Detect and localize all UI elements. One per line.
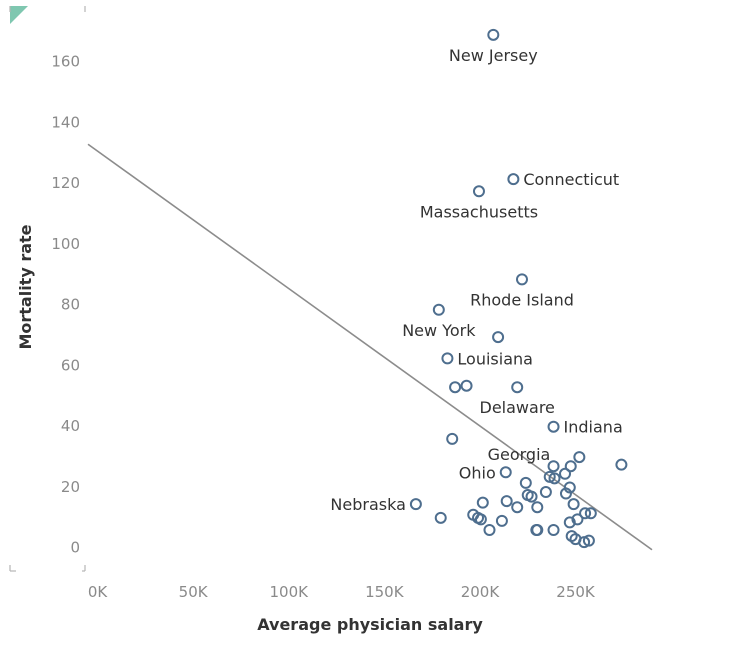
data-point — [548, 472, 561, 485]
point-label: Georgia — [488, 445, 551, 464]
data-point — [492, 331, 505, 344]
point-label: Nebraska — [330, 495, 405, 514]
data-point — [511, 381, 524, 394]
y-tick-label: 80 — [61, 296, 80, 314]
data-point — [547, 420, 560, 433]
data-point — [474, 513, 487, 526]
x-tick-label: 150K — [365, 583, 405, 601]
data-point — [507, 173, 520, 186]
y-tick-label: 60 — [61, 356, 80, 374]
y-tick-label: 0 — [70, 539, 80, 557]
data-point — [409, 498, 422, 511]
data-point — [559, 487, 572, 500]
data-point — [531, 523, 544, 536]
point-label: Ohio — [459, 463, 496, 482]
point-label: Rhode Island — [470, 290, 574, 309]
data-point — [519, 476, 532, 489]
data-point — [547, 523, 560, 536]
corner-marker-icon — [10, 6, 28, 24]
data-point — [476, 496, 489, 509]
point-label: Delaware — [480, 398, 555, 417]
point-label: Indiana — [564, 418, 623, 437]
y-tick-label: 120 — [51, 174, 80, 192]
data-point — [432, 303, 445, 316]
x-tick-label: 200K — [461, 583, 501, 601]
data-point — [441, 352, 454, 365]
x-axis-ticks: 0K 50K 100K 150K 200K 250K — [88, 583, 596, 601]
y-tick-label: 100 — [51, 235, 80, 253]
x-tick-label: 250K — [556, 583, 596, 601]
point-label: Massachusetts — [420, 202, 538, 221]
data-point — [499, 466, 512, 479]
x-tick-label: 0K — [88, 583, 109, 601]
data-point — [579, 507, 592, 520]
point-label: Connecticut — [523, 170, 619, 189]
x-axis-title: Average physician salary — [257, 615, 483, 634]
plot-frame — [9, 6, 86, 572]
x-tick-label: 100K — [270, 583, 310, 601]
data-point — [584, 507, 597, 520]
point-label: New York — [402, 321, 476, 340]
y-tick-label: 20 — [61, 478, 80, 496]
y-tick-label: 40 — [61, 417, 80, 435]
data-point — [615, 458, 628, 471]
data-point — [563, 481, 576, 494]
data-point — [495, 514, 508, 527]
data-point — [567, 498, 580, 511]
data-point — [531, 501, 544, 514]
data-point — [573, 451, 586, 464]
data-point — [559, 467, 572, 480]
data-point — [525, 490, 538, 503]
data-point — [460, 379, 473, 392]
y-tick-label: 140 — [51, 113, 80, 131]
data-point — [446, 432, 459, 445]
data-point — [472, 185, 485, 198]
data-point — [487, 28, 500, 41]
data-point — [571, 513, 584, 526]
point-label: Louisiana — [457, 349, 533, 368]
x-tick-label: 50K — [179, 583, 209, 601]
point-label: New Jersey — [449, 46, 538, 65]
data-point — [515, 273, 528, 286]
data-points — [409, 28, 628, 549]
data-point — [563, 516, 576, 529]
data-point — [449, 381, 462, 394]
y-tick-label: 160 — [51, 53, 80, 71]
data-point — [483, 523, 496, 536]
data-point — [582, 534, 595, 547]
point-labels: New Jersey Connecticut Massachusetts Rhode … — [330, 46, 622, 514]
data-point — [434, 511, 447, 524]
data-point — [511, 501, 524, 514]
data-point — [500, 495, 513, 508]
data-point — [547, 460, 560, 473]
data-point — [539, 486, 552, 499]
y-axis-title: Mortality rate — [16, 224, 35, 349]
data-point — [564, 460, 577, 473]
y-axis-ticks: 0 20 40 60 80 100 120 140 160 — [51, 53, 80, 557]
